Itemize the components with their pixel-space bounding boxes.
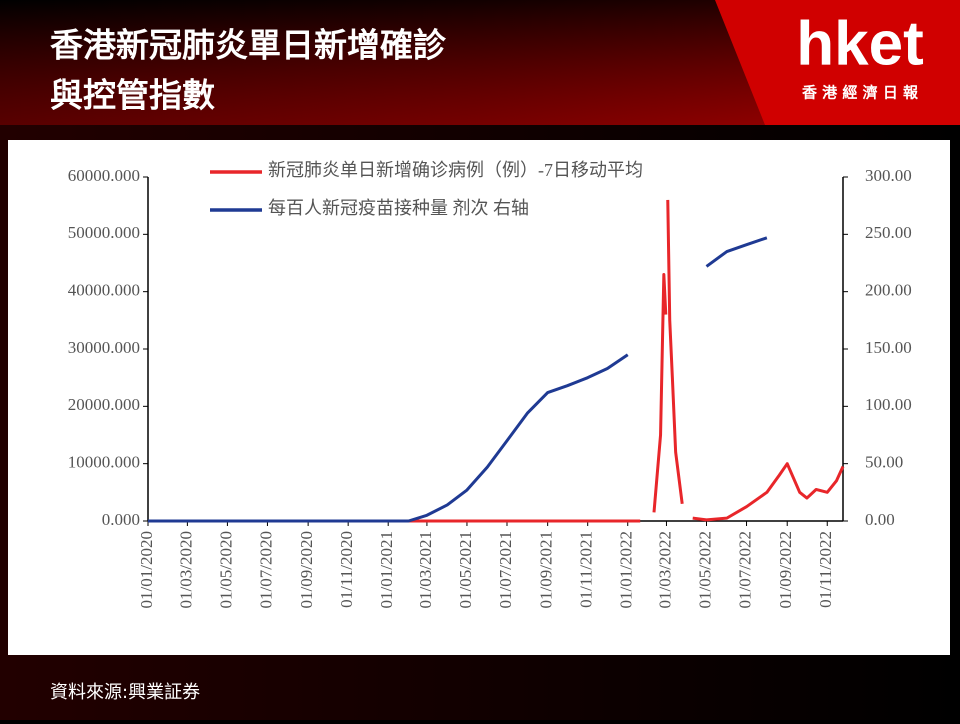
- y2-tick-label: 250.00: [865, 223, 912, 242]
- x-tick-label: 01/11/2021: [577, 531, 596, 608]
- y-tick-label: 30000.000: [68, 338, 140, 357]
- y2-tick-label: 150.00: [865, 338, 912, 357]
- x-tick-label: 01/01/2020: [137, 531, 156, 608]
- x-tick-label: 01/07/2022: [735, 531, 754, 608]
- x-tick-label: 01/09/2020: [297, 531, 316, 608]
- series-line: [148, 199, 845, 523]
- y-tick-label: 60000.000: [68, 166, 140, 185]
- x-tick-label: 01/03/2021: [416, 531, 435, 608]
- x-tick-label: 01/07/2021: [496, 531, 515, 608]
- x-tick-label: 01/07/2020: [256, 531, 275, 608]
- y-tick-label: 50000.000: [68, 223, 140, 242]
- legend-label: 新冠肺炎单日新增确诊病例（例）-7日移动平均: [268, 160, 643, 180]
- x-tick-label: 01/01/2021: [377, 531, 396, 608]
- y-tick-label: 40000.000: [68, 281, 140, 300]
- x-tick-label: 01/11/2020: [337, 531, 356, 608]
- x-tick-label: 01/11/2022: [816, 531, 835, 608]
- x-tick-label: 01/05/2021: [456, 531, 475, 608]
- x-tick-label: 01/03/2020: [176, 531, 195, 608]
- logo: hket: [796, 9, 923, 78]
- logo-subtitle: 香 港 經 濟 日 報: [802, 84, 919, 102]
- logo-bg: [715, 0, 960, 125]
- x-tick-label: 01/03/2022: [655, 531, 674, 608]
- y-tick-label: 10000.000: [68, 453, 140, 472]
- legend-label: 每百人新冠疫苗接种量 剂次 右轴: [268, 198, 529, 218]
- y2-tick-label: 300.00: [865, 166, 912, 185]
- source: 資料來源:興業証券: [50, 682, 200, 703]
- title-line: 與控管指數: [50, 76, 215, 115]
- y-tick-label: 0.000: [102, 510, 140, 529]
- y2-tick-label: 200.00: [865, 281, 912, 300]
- x-tick-label: 01/05/2022: [695, 531, 714, 608]
- x-tick-label: 01/05/2020: [216, 531, 235, 608]
- x-tick-label: 01/01/2022: [617, 531, 636, 608]
- y2-tick-label: 100.00: [865, 395, 912, 414]
- x-tick-label: 01/09/2022: [776, 531, 795, 608]
- title-line: 香港新冠肺炎單日新增確診: [50, 26, 447, 65]
- x-tick-label: 01/09/2021: [537, 531, 556, 608]
- y2-tick-label: 50.00: [865, 453, 903, 472]
- y2-tick-label: 0.00: [865, 510, 895, 529]
- chart-panel: [8, 140, 950, 655]
- y-tick-label: 20000.000: [68, 395, 140, 414]
